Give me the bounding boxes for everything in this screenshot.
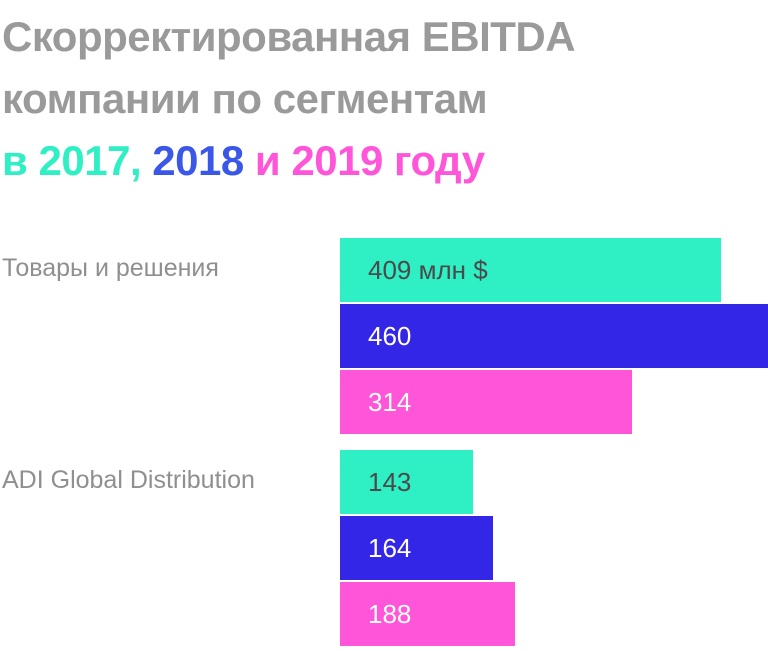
bar-2017-products-solutions: 409 млн $ xyxy=(340,238,721,302)
bar-2018-adi-global-distribution: 164 xyxy=(340,516,493,580)
title-prefix: в xyxy=(2,137,28,184)
data-label: 164 xyxy=(368,532,412,563)
title-separator: , xyxy=(129,137,142,184)
title-line-1: Скорректированная EBITDA xyxy=(2,13,576,60)
bar-2019-adi-global-distribution: 188 xyxy=(340,582,515,646)
title-year-2019: 2019 xyxy=(291,137,383,184)
title-suffix: году xyxy=(394,137,485,184)
title-line-2: компании по сегментам xyxy=(2,75,488,122)
data-label: 409 млн $ xyxy=(368,254,488,285)
data-label: 188 xyxy=(368,598,412,629)
data-label: 460 xyxy=(368,320,412,351)
title-year-2017: 2017 xyxy=(38,137,131,184)
chart-title: Скорректированная EBITDA компании по сег… xyxy=(2,6,576,192)
category-label: ADI Global Distribution xyxy=(2,466,255,494)
bar-2017-adi-global-distribution: 143 xyxy=(340,450,474,514)
category-label: Товары и решения xyxy=(2,254,219,282)
title-connector: и xyxy=(254,137,281,184)
bar-2019-products-solutions: 314 xyxy=(340,370,633,434)
title-line-3: в 2017, 2018 и 2019 году xyxy=(2,130,575,192)
data-label: 143 xyxy=(368,466,412,497)
bar-2018-products-solutions: 460 xyxy=(340,304,768,368)
data-label: 314 xyxy=(368,386,412,417)
title-year-2018: 2018 xyxy=(152,137,244,184)
